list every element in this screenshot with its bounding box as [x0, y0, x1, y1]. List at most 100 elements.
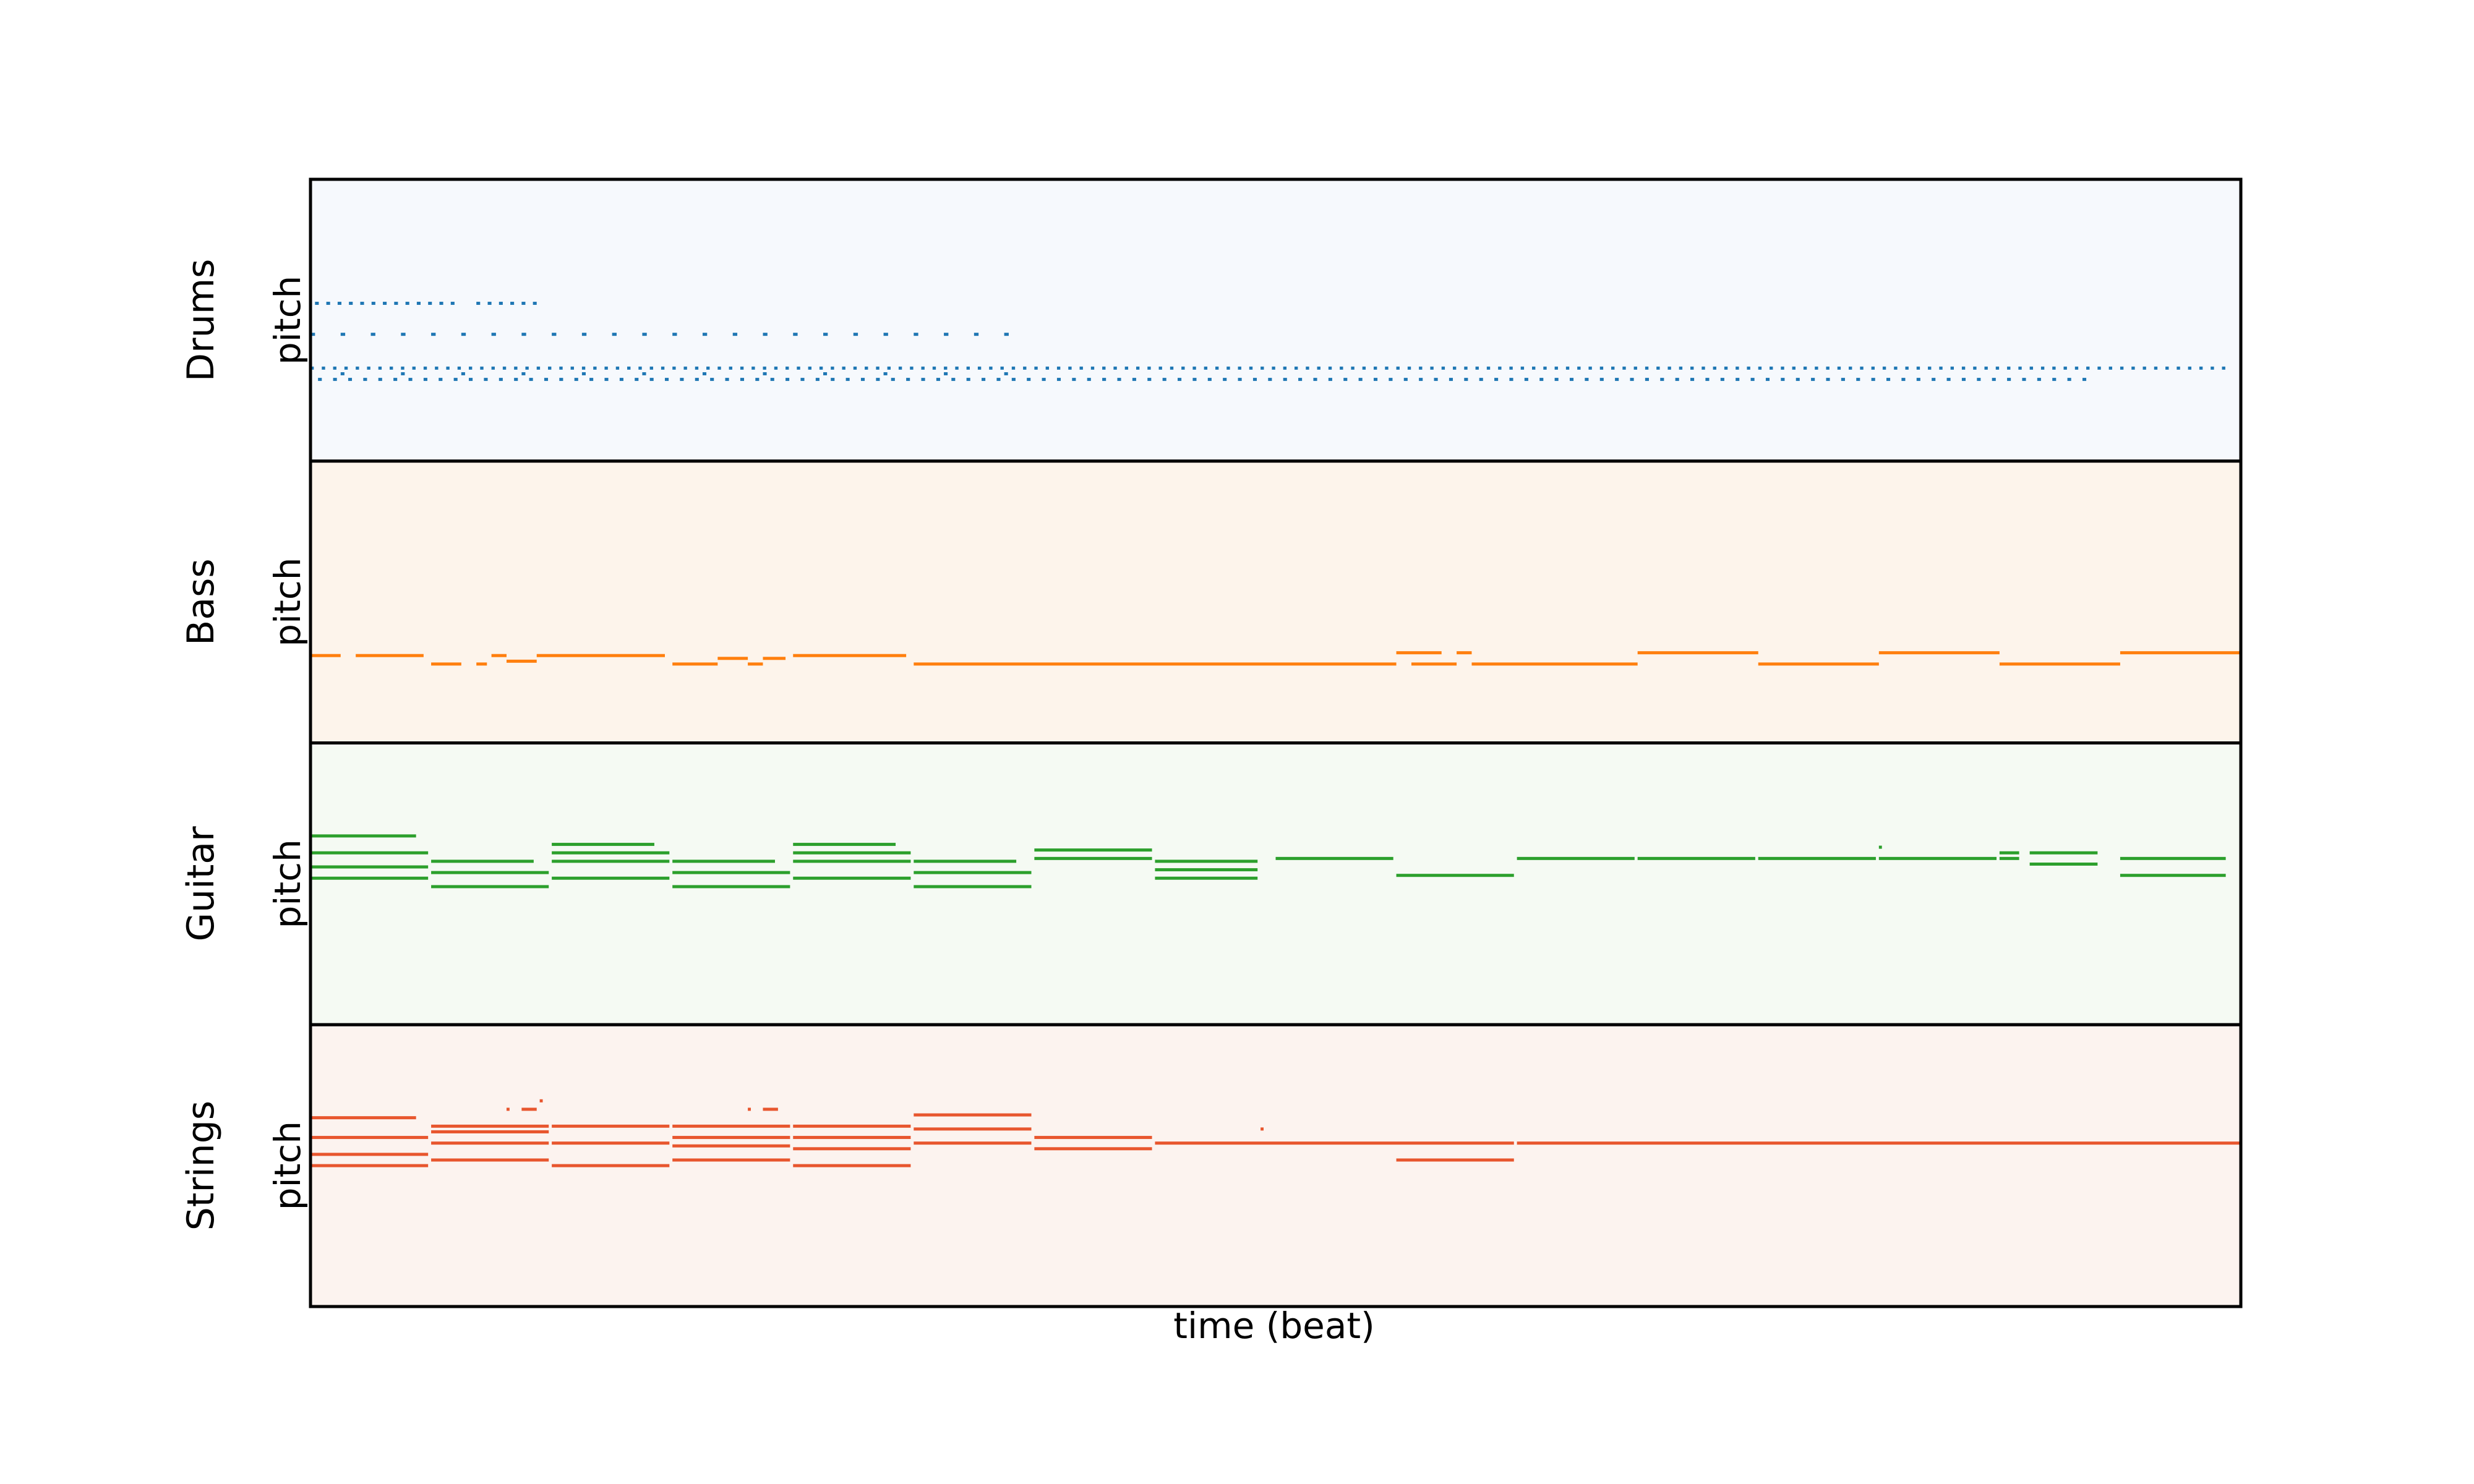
note-drums — [966, 366, 970, 370]
note-guitar — [914, 871, 1032, 874]
note-drums — [635, 378, 639, 382]
note-drums — [1056, 378, 1061, 382]
note-drums — [589, 378, 594, 382]
note-drums — [476, 302, 481, 305]
note-drums — [423, 378, 427, 382]
note-drums — [1792, 366, 1796, 370]
note-drums — [1705, 378, 1710, 382]
note-guitar — [793, 851, 911, 855]
note-drums — [865, 366, 868, 370]
note-drums — [1520, 366, 1525, 370]
note-drums — [1170, 366, 1174, 370]
note-drums — [416, 302, 421, 305]
note-drums — [883, 372, 888, 375]
note-drums — [932, 366, 936, 370]
note-drums — [428, 302, 432, 305]
note-drums — [683, 366, 687, 370]
note-drums — [1946, 378, 1951, 382]
note-drums — [974, 333, 979, 336]
note-drums — [2097, 366, 2101, 370]
note-drums — [1781, 378, 1785, 382]
note-drums — [412, 366, 416, 370]
note-strings — [521, 1107, 537, 1111]
note-drums — [842, 366, 845, 370]
note-drums — [793, 333, 798, 336]
note-strings — [1034, 1147, 1152, 1151]
note-strings — [1396, 1158, 1514, 1162]
note-drums — [740, 366, 744, 370]
note-drums — [1034, 366, 1038, 370]
note-drums — [1117, 378, 1121, 382]
note-drums — [1690, 378, 1695, 382]
note-drums — [394, 302, 398, 305]
note-strings — [672, 1136, 790, 1140]
note-drums — [1317, 366, 1320, 370]
note-drums — [1181, 366, 1185, 370]
note-drums — [1136, 366, 1140, 370]
note-drums — [574, 378, 578, 382]
note-drums — [1932, 378, 1936, 382]
note-drums — [982, 378, 986, 382]
note-drums — [1630, 378, 1634, 382]
note-drums — [763, 366, 766, 370]
note-drums — [921, 366, 925, 370]
note-drums — [1087, 378, 1091, 382]
note-guitar — [310, 834, 416, 838]
note-strings — [763, 1107, 778, 1111]
note-drums — [333, 378, 337, 382]
note-drums — [1724, 366, 1728, 370]
note-drums — [1313, 378, 1317, 382]
note-drums — [1871, 366, 1875, 370]
note-guitar — [2120, 856, 2226, 860]
note-drums — [642, 372, 646, 375]
note-drums — [401, 372, 405, 375]
note-bass — [1758, 662, 1879, 666]
note-drums — [1204, 366, 1208, 370]
note-drums — [1585, 378, 1589, 382]
note-drums — [446, 366, 450, 370]
note-drums — [1736, 378, 1740, 382]
note-drums — [1223, 378, 1227, 382]
note-strings — [539, 1099, 543, 1102]
note-strings — [793, 1147, 911, 1151]
note-drums — [1532, 366, 1536, 370]
note-drums — [2222, 366, 2225, 370]
note-drums — [1306, 366, 1309, 370]
note-drums — [559, 366, 563, 370]
note-drums — [461, 333, 466, 336]
note-drums — [525, 366, 529, 370]
note-drums — [1826, 378, 1830, 382]
note-strings — [552, 1141, 670, 1145]
note-drums — [333, 366, 336, 370]
note-drums — [1565, 366, 1570, 370]
note-drums — [393, 378, 398, 382]
note-drums — [1837, 366, 1841, 370]
note-drums — [2052, 366, 2056, 370]
note-guitar — [1999, 851, 2019, 855]
note-bass — [914, 662, 1397, 666]
note-strings — [431, 1141, 549, 1145]
note-drums — [1389, 378, 1393, 382]
note-drums — [1261, 366, 1264, 370]
note-drums — [1162, 378, 1166, 382]
note-drums — [1577, 366, 1581, 370]
note-drums — [2142, 366, 2146, 370]
note-drums — [1147, 366, 1151, 370]
note-guitar — [793, 859, 911, 863]
note-drums — [876, 378, 880, 382]
note-drums — [322, 366, 325, 370]
note-drums — [1826, 366, 1830, 370]
note-drums — [2086, 366, 2090, 370]
note-strings — [748, 1107, 751, 1111]
note-drums — [1192, 366, 1196, 370]
note-drums — [1961, 378, 1966, 382]
note-drums — [514, 366, 518, 370]
note-drums — [1713, 366, 1716, 370]
note-drums — [1124, 366, 1129, 370]
note-drums — [1916, 378, 1920, 382]
note-drums — [642, 333, 647, 336]
note-drums — [1509, 366, 1513, 370]
note-drums — [2040, 366, 2045, 370]
note-drums — [1758, 366, 1762, 370]
note-drums — [502, 366, 507, 370]
